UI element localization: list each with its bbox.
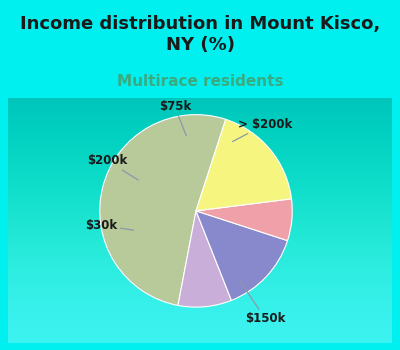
Wedge shape: [196, 119, 292, 211]
Wedge shape: [178, 211, 232, 307]
Text: Income distribution in Mount Kisco,
NY (%): Income distribution in Mount Kisco, NY (…: [20, 15, 380, 54]
Wedge shape: [100, 115, 226, 306]
Text: $75k: $75k: [159, 100, 191, 136]
Text: $30k: $30k: [86, 219, 134, 232]
Wedge shape: [196, 211, 288, 300]
Wedge shape: [196, 199, 292, 240]
Text: $200k: $200k: [87, 154, 138, 180]
Text: > $200k: > $200k: [232, 118, 292, 141]
Text: Multirace residents: Multirace residents: [117, 74, 283, 89]
Text: $150k: $150k: [239, 280, 286, 325]
